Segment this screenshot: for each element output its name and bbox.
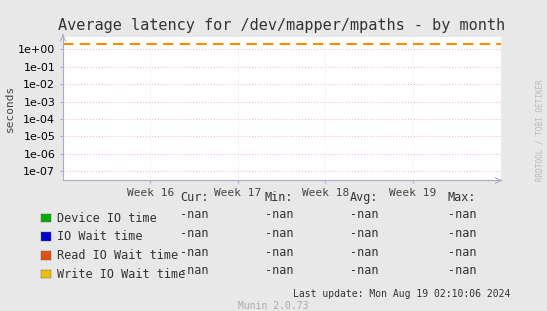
- Y-axis label: seconds: seconds: [5, 85, 15, 132]
- Text: -nan: -nan: [180, 246, 208, 259]
- Title: Average latency for /dev/mapper/mpaths - by month: Average latency for /dev/mapper/mpaths -…: [58, 18, 505, 33]
- Text: Write IO Wait time: Write IO Wait time: [57, 268, 185, 281]
- Text: -nan: -nan: [350, 264, 378, 277]
- Text: RRDTOOL / TOBI OETIKER: RRDTOOL / TOBI OETIKER: [536, 80, 544, 182]
- Text: Cur:: Cur:: [180, 191, 208, 204]
- Text: Read IO Wait time: Read IO Wait time: [57, 249, 178, 262]
- Text: -nan: -nan: [265, 246, 293, 259]
- Text: -nan: -nan: [180, 227, 208, 240]
- Text: Avg:: Avg:: [350, 191, 378, 204]
- Text: -nan: -nan: [448, 264, 476, 277]
- Text: -nan: -nan: [265, 264, 293, 277]
- Text: -nan: -nan: [350, 227, 378, 240]
- Text: Munin 2.0.73: Munin 2.0.73: [238, 301, 309, 311]
- Text: IO Wait time: IO Wait time: [57, 230, 143, 244]
- Text: -nan: -nan: [265, 227, 293, 240]
- Text: Last update: Mon Aug 19 02:10:06 2024: Last update: Mon Aug 19 02:10:06 2024: [293, 289, 511, 299]
- Text: -nan: -nan: [350, 208, 378, 221]
- Text: Max:: Max:: [448, 191, 476, 204]
- Text: -nan: -nan: [180, 264, 208, 277]
- Text: Min:: Min:: [265, 191, 293, 204]
- Text: -nan: -nan: [448, 227, 476, 240]
- Text: -nan: -nan: [265, 208, 293, 221]
- Text: -nan: -nan: [180, 208, 208, 221]
- Text: -nan: -nan: [448, 246, 476, 259]
- Text: -nan: -nan: [350, 246, 378, 259]
- Text: -nan: -nan: [448, 208, 476, 221]
- Text: Device IO time: Device IO time: [57, 212, 157, 225]
